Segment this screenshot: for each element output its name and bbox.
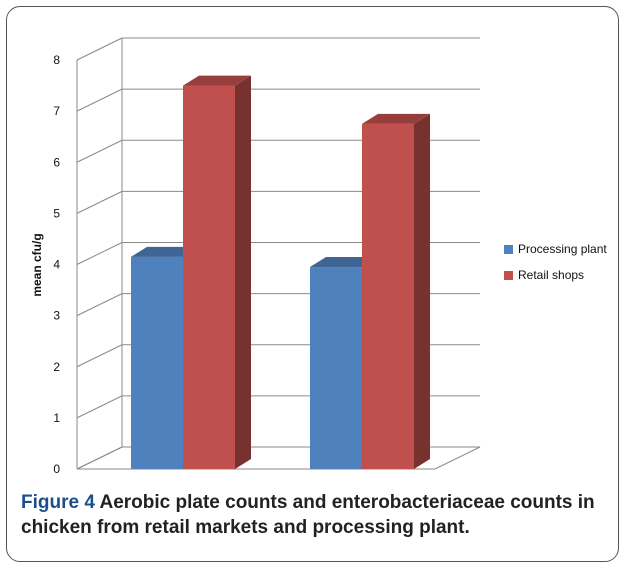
bar bbox=[362, 123, 414, 469]
y-axis-title: mean cfu/g bbox=[30, 233, 44, 296]
bar-top bbox=[131, 246, 199, 257]
y-tick-label: 6 bbox=[53, 155, 60, 169]
bar-top bbox=[362, 113, 430, 124]
legend-label: Retail shops bbox=[518, 268, 585, 282]
figure-caption: Figure 4 Aerobic plate counts and entero… bbox=[21, 490, 606, 540]
y-tick-label: 4 bbox=[53, 258, 60, 272]
y-tick-label: 5 bbox=[53, 206, 60, 220]
legend-swatch-retail-shops bbox=[504, 270, 513, 280]
gridline-side bbox=[76, 344, 123, 368]
legend-item-processing-plant: Processing plant bbox=[504, 242, 607, 256]
gridline-side bbox=[76, 139, 123, 163]
bar-side bbox=[414, 113, 430, 469]
gridline-side bbox=[76, 395, 123, 419]
caption-text: Aerobic plate counts and enterobacteriac… bbox=[21, 492, 595, 538]
y-tick-label: 1 bbox=[53, 411, 60, 425]
gridline-side bbox=[76, 293, 123, 317]
bar bbox=[131, 256, 183, 469]
legend-swatch-processing-plant bbox=[504, 244, 513, 254]
y-tick-label: 8 bbox=[53, 53, 60, 67]
bar-chart: 0 1 2 3 4 5 6 7 8 mean cfu/g APC ENT bbox=[30, 37, 481, 487]
gridline-side bbox=[76, 88, 123, 112]
figure-label: Figure 4 bbox=[21, 492, 95, 513]
gridline-side bbox=[76, 190, 123, 214]
y-tick-label: 7 bbox=[53, 104, 60, 118]
x-tick-label: ENT bbox=[350, 485, 375, 487]
figure-frame: 0 1 2 3 4 5 6 7 8 mean cfu/g APC ENT Processing pla… bbox=[6, 6, 619, 562]
bar bbox=[183, 85, 235, 469]
gridline-side bbox=[76, 37, 123, 61]
legend-item-retail-shops: Retail shops bbox=[504, 268, 584, 282]
x-tick-label: APC bbox=[171, 485, 196, 487]
bar-side bbox=[235, 75, 251, 469]
bar-top bbox=[183, 75, 251, 86]
gridline-side bbox=[76, 242, 123, 265]
y-tick-label: 0 bbox=[53, 462, 60, 476]
y-tick-label: 2 bbox=[53, 360, 60, 374]
y-tick-label: 3 bbox=[53, 309, 60, 323]
bar bbox=[310, 267, 362, 469]
legend-label: Processing plant bbox=[518, 242, 607, 256]
bar-top bbox=[310, 257, 378, 268]
